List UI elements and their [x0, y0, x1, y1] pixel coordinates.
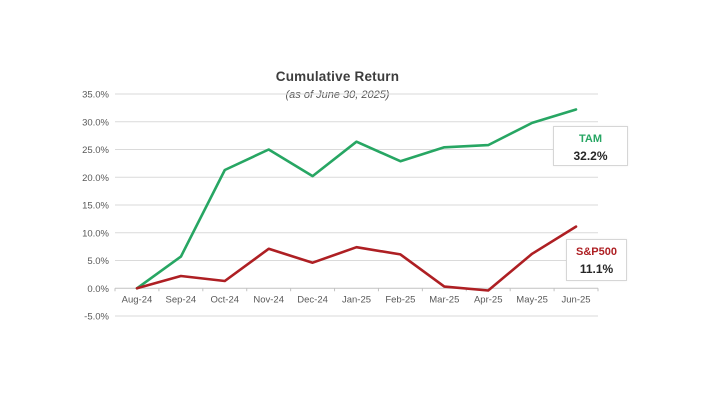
legend-value-tam: 32.2%	[573, 148, 608, 163]
legend-box-sp500: S&P500 11.1%	[566, 239, 627, 281]
series-line-sp500	[135, 225, 578, 292]
series-line-tam	[135, 108, 578, 290]
legend-label-tam: TAM	[578, 133, 602, 145]
x-tick-label: Mar-25	[429, 294, 459, 305]
y-tick-label: 10.0%	[82, 228, 109, 239]
x-tick-label: Oct-24	[211, 294, 240, 305]
chart-title: Cumulative Return	[275, 69, 400, 84]
legend-value-sp500: 11.1%	[579, 261, 614, 276]
x-tick-label: May-25	[516, 294, 548, 305]
x-tick-label: Dec-24	[297, 294, 328, 305]
x-tick-label: Feb-25	[385, 294, 415, 305]
chart-subtitle: (as of June 30, 2025)	[285, 89, 390, 101]
x-tick-label: Nov-24	[253, 294, 284, 305]
y-tick-label: 15.0%	[82, 201, 109, 212]
x-tick-label: Jan-25	[342, 294, 371, 305]
x-tick-label: Jun-25	[562, 294, 591, 305]
y-tick-label: 25.0%	[82, 145, 109, 156]
y-tick-label: 20.0%	[82, 173, 109, 184]
y-tick-label: 30.0%	[82, 117, 109, 128]
legend-box-tam: TAM 32.2%	[553, 126, 628, 166]
y-tick-label: -5.0%	[84, 312, 109, 323]
x-tick-label: Aug-24	[122, 294, 153, 305]
y-tick-label: 35.0%	[82, 90, 109, 101]
y-tick-label: 0.0%	[87, 284, 109, 295]
x-tick-label: Sep-24	[166, 294, 197, 305]
x-tick-label: Apr-25	[474, 294, 503, 305]
legend-label-sp500: S&P500	[576, 246, 617, 258]
y-tick-label: 5.0%	[87, 256, 109, 267]
